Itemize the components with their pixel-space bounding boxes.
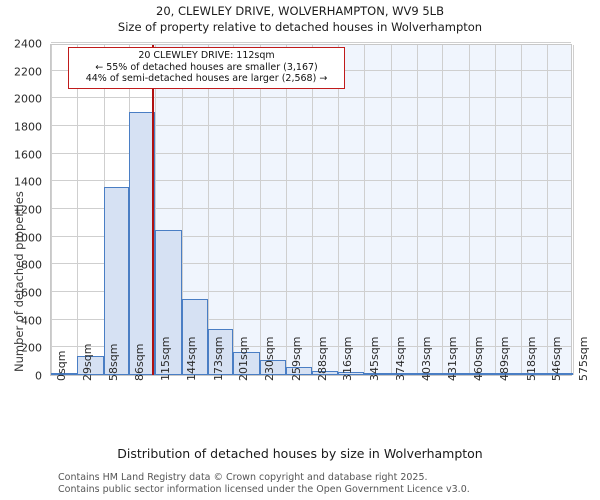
histogram-bar [468,373,495,375]
gridline-y-400 [51,318,571,320]
x-tick-label: 546sqm [550,336,564,381]
x-tick-label: 288sqm [315,336,329,381]
y-tick-label: 1800 [14,120,42,134]
x-tick-label: 115sqm [158,336,172,381]
gridline-x-259 [286,45,288,375]
gridline-x-115 [155,45,157,375]
histogram-bar [442,373,469,375]
gridline-x-288 [312,45,314,375]
x-tick-label: 201sqm [236,336,250,381]
y-tick-label: 2000 [14,92,42,106]
gridline-y-1600 [51,152,571,154]
gridline-y-200 [51,346,571,348]
property-annotation-box: 20 CLEWLEY DRIVE: 112sqm ← 55% of detach… [68,47,345,89]
gridline-y-1400 [51,180,571,182]
histogram-bar [233,352,260,375]
y-tick-label: 1400 [14,175,42,189]
x-tick-label: 403sqm [420,336,434,381]
chart-title-line2: Size of property relative to detached ho… [117,20,483,34]
histogram-bar [181,298,209,375]
x-tick-label: 518sqm [524,336,538,381]
x-tick-label: 259sqm [289,336,303,381]
histogram-bar [337,372,365,375]
gridline-x-431 [442,45,444,375]
gridline-x-374 [390,45,392,375]
y-tick-label: 2200 [14,65,42,79]
y-tick-label: 2400 [14,37,42,51]
gridline-y-2000 [51,97,571,99]
annotation-line-2: ← 55% of detached houses are smaller (3,… [95,61,318,73]
x-axis-title: Distribution of detached houses by size … [117,446,483,461]
gridline-x-403 [416,45,418,375]
gridline-x-518 [521,45,523,375]
y-axis-title: Number of detached properties [12,191,26,372]
histogram-bar [77,356,104,375]
histogram-bar [312,371,338,375]
gridline-x-29 [77,45,79,375]
x-tick-label: 58sqm [107,343,121,381]
gridline-x-460 [468,45,470,375]
x-tick-label: 460sqm [472,336,486,381]
gridline-x-345 [364,45,366,375]
histogram-bar [208,329,234,375]
gridline-x-201 [233,45,235,375]
gridline-y-1000 [51,235,571,237]
gridline-x-489 [494,45,496,375]
gridline-y-1200 [51,208,571,209]
annotation-line-1: 20 CLEWLEY DRIVE: 112sqm [138,50,275,61]
gridline-y-600 [51,291,571,292]
footer-attribution: Contains HM Land Registry data © Crown c… [58,472,578,495]
x-tick-label: 173sqm [211,336,225,381]
x-tick-label: 230sqm [263,336,277,381]
x-tick-label: 345sqm [367,336,381,381]
x-tick-label: 431sqm [445,336,459,381]
plot-area [50,42,574,376]
histogram-bar [364,373,391,375]
histogram-bar [51,373,78,375]
histogram-bar [286,366,313,375]
gridline-x-316 [337,45,339,375]
histogram-bar [103,186,130,375]
footer-line-1: Contains HM Land Registry data © Crown c… [58,472,428,483]
larger-region-shading [152,45,571,375]
gridline-x-144 [181,45,183,375]
histogram-bar [390,373,417,375]
gridline-y-800 [51,263,571,265]
gridline-y-1800 [51,125,571,126]
chart-title-block: 20, CLEWLEY DRIVE, WOLVERHAMPTON, WV9 5L… [0,4,600,35]
annotation-line-3: 44% of semi-detached houses are larger (… [85,73,328,84]
gridline-y-2400 [51,42,571,43]
histogram-bar [416,373,443,375]
x-tick-label: 489sqm [498,336,512,381]
x-tick-label: 374sqm [394,336,408,381]
chart-title-line1: 20, CLEWLEY DRIVE, WOLVERHAMPTON, WV9 5L… [156,4,444,18]
x-tick-label: 316sqm [341,336,355,381]
gridline-x-173 [208,45,210,375]
x-tick-label: 144sqm [185,336,199,381]
footer-line-2: Contains public sector information licen… [58,483,470,495]
histogram-bar [494,373,522,375]
x-tick-label: 29sqm [80,343,94,381]
x-tick-label: 0sqm [54,350,68,381]
gridline-x-546 [546,45,548,375]
property-size-marker-line [151,45,154,375]
histogram-bar [521,373,547,375]
histogram-bar [546,373,573,375]
x-tick-label: 86sqm [132,343,146,381]
histogram-bar [129,112,156,375]
histogram-bars [51,45,573,375]
gridline-x-230 [259,45,261,375]
histogram-bar [259,360,287,375]
gridline-x-575 [573,45,574,375]
x-tick-label: 575sqm [576,336,590,381]
y-tick-label: 1600 [14,148,42,162]
histogram-bar [155,229,182,375]
gridline-x-0 [51,45,52,375]
